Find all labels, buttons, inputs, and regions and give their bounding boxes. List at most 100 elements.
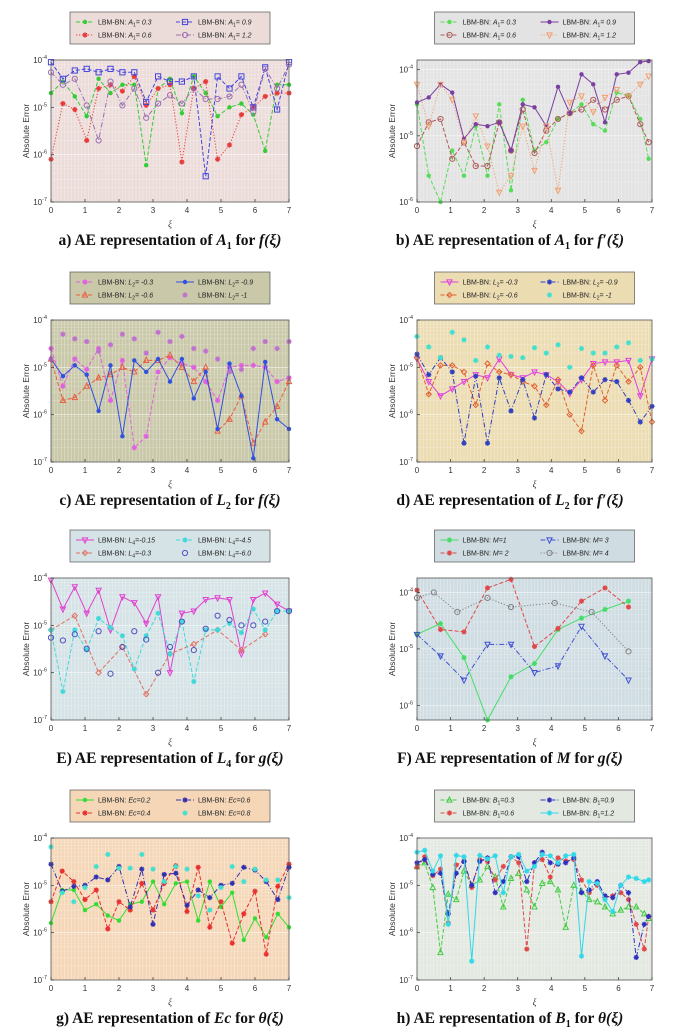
y-tick-base: 10 xyxy=(399,198,408,207)
legend-marker xyxy=(546,810,553,816)
legend-entry: LBM-BN: L2= -0.6 xyxy=(76,290,153,302)
data-point xyxy=(461,629,467,635)
legend-prefix: LBM-BN: xyxy=(563,538,593,545)
caption-for: for xyxy=(231,232,260,249)
y-tick-base: 10 xyxy=(399,976,408,985)
data-point xyxy=(453,870,459,876)
legend-marker xyxy=(182,537,188,543)
y-tick-base: 10 xyxy=(33,363,42,372)
legend-box xyxy=(69,529,271,563)
legend-value: = 0.6 xyxy=(500,33,516,40)
y-axis-label: Absolute Error xyxy=(387,364,397,418)
y-tick-label: 10-4 xyxy=(33,55,47,65)
y-tick-label: 10-6 xyxy=(33,150,47,160)
data-point xyxy=(107,82,114,88)
legend-marker xyxy=(182,797,188,803)
data-point xyxy=(531,382,538,390)
data-point xyxy=(162,901,167,907)
series-4 xyxy=(414,847,652,964)
legend-symbol: M xyxy=(593,538,599,545)
legend-symbol: A xyxy=(227,33,233,40)
data-point xyxy=(531,902,538,910)
x-tick-label: 5 xyxy=(583,206,588,215)
data-point xyxy=(60,331,66,337)
legend-symbol: B xyxy=(593,798,598,805)
data-point xyxy=(632,902,640,910)
legend-value: =1.2 xyxy=(600,811,614,818)
data-point xyxy=(71,612,79,619)
data-point xyxy=(485,123,490,129)
data-point xyxy=(633,954,639,961)
chart-caption: g) AE representation of Ec for θ(ξ) xyxy=(0,1010,340,1028)
data-point xyxy=(551,599,558,607)
x-axis-label: ξ xyxy=(168,479,172,489)
caption-for: for xyxy=(231,750,259,767)
data-point xyxy=(508,408,514,414)
data-point xyxy=(531,860,538,866)
legend-marker xyxy=(546,32,553,40)
data-point xyxy=(202,625,209,632)
data-point xyxy=(516,860,522,866)
data-point xyxy=(437,853,444,859)
y-axis-label: Absolute Error xyxy=(21,882,31,936)
caption-label: F) AE representation of xyxy=(397,750,557,767)
y-tick-base: 10 xyxy=(33,574,42,583)
x-axis-label: ξ xyxy=(533,219,537,229)
data-point xyxy=(262,364,268,370)
legend-subscript: 1 xyxy=(133,36,136,42)
legend-box xyxy=(434,271,635,305)
data-point xyxy=(241,937,246,943)
legend-prefix: LBM-BN: xyxy=(198,538,228,545)
y-tick-exponent: -4 xyxy=(42,55,47,61)
data-point xyxy=(179,333,185,340)
legend-value: = 1.2 xyxy=(236,33,252,40)
data-point xyxy=(614,344,620,350)
y-tick-label: 10-5 xyxy=(33,102,47,112)
data-point xyxy=(107,624,114,631)
data-point xyxy=(461,854,467,860)
data-point xyxy=(617,905,625,913)
data-point xyxy=(93,874,99,880)
data-point xyxy=(96,408,101,414)
y-tick-exponent: -7 xyxy=(42,197,47,203)
data-point xyxy=(472,113,480,121)
data-point xyxy=(144,369,149,375)
legend-value: =0.2 xyxy=(137,798,151,805)
x-axis-label: ξ xyxy=(533,479,537,489)
data-point xyxy=(207,924,213,930)
data-point xyxy=(640,909,648,917)
data-point xyxy=(116,918,122,923)
data-point xyxy=(120,434,125,439)
x-tick-label: 4 xyxy=(185,206,190,215)
legend-value: = -0.6 xyxy=(135,293,153,300)
caption-label: d) AE representation of xyxy=(396,492,556,509)
data-point xyxy=(150,907,156,913)
data-point xyxy=(139,851,145,858)
data-point xyxy=(95,137,102,144)
data-point xyxy=(214,595,222,603)
data-point xyxy=(93,887,99,893)
data-point xyxy=(71,899,77,905)
data-point xyxy=(531,149,538,157)
data-point xyxy=(508,148,514,153)
data-point xyxy=(614,72,619,77)
plot-frame xyxy=(416,59,653,203)
y-tick-label: 10-6 xyxy=(33,410,47,420)
x-tick-label: 1 xyxy=(83,466,88,475)
data-point xyxy=(178,610,186,618)
data-point xyxy=(59,606,67,614)
plot-background xyxy=(417,320,652,462)
caption-subscript: 1 xyxy=(565,241,570,253)
data-point xyxy=(229,863,235,870)
legend-box xyxy=(434,11,635,45)
data-point xyxy=(191,678,197,685)
data-point xyxy=(215,627,221,633)
legend-entry: LBM-BN: B1=0.3 xyxy=(440,795,514,807)
series-4 xyxy=(413,589,632,655)
data-point xyxy=(519,106,526,113)
data-point xyxy=(95,669,102,676)
data-point xyxy=(238,362,244,368)
y-tick-base: 10 xyxy=(33,103,42,112)
data-point xyxy=(59,637,67,644)
